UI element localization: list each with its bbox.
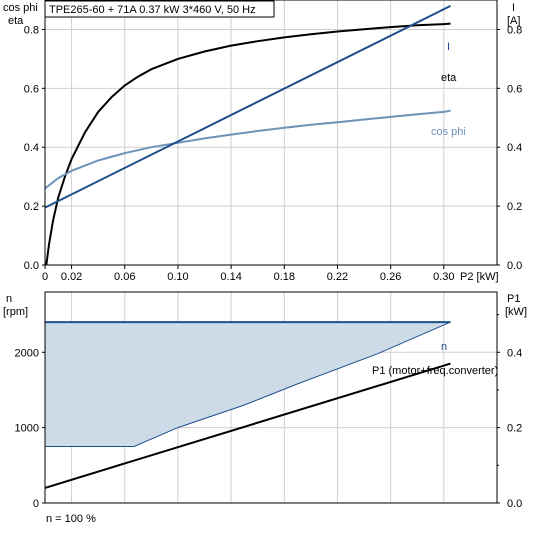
top-left-y-tick-label: 0.2 xyxy=(24,201,39,213)
x-tick-label: 0.18 xyxy=(274,271,295,283)
series-line-cos-phi xyxy=(44,109,451,190)
top-right-axis-label-line1: I xyxy=(512,2,515,14)
series-line-n-min xyxy=(45,321,451,447)
series-lines xyxy=(44,5,451,489)
axis-ticks: 0 0.02 0.06 0.10 0.14 0.18 0.22 0.26 0.300.0 0.00… xyxy=(15,24,523,510)
title-box xyxy=(44,0,275,18)
bottom-right-axis-label-line1: P1 xyxy=(507,293,520,305)
bottom-right-y-tick-label: 0.2 xyxy=(507,423,522,435)
x-tick-label: 0.02 xyxy=(61,271,82,283)
bottom-left-axis-label-line2: [rpm] xyxy=(3,306,28,318)
top-right-axis-label-line2: [A] xyxy=(507,15,520,27)
series-label-current: I xyxy=(447,41,450,53)
x-tick-label: 0.06 xyxy=(114,271,135,283)
series-label-speed: n xyxy=(441,341,447,353)
series-line-eta xyxy=(45,22,451,266)
bottom-right-y-tick-label: 0.4 xyxy=(507,347,522,359)
x-tick-label: 0.10 xyxy=(167,271,188,283)
top-left-axis-label-line2: eta xyxy=(8,15,24,27)
x-axis-label: P2 [kW] xyxy=(460,271,499,283)
series-label-eta: eta xyxy=(441,72,457,84)
top-right-y-tick-label: 0.6 xyxy=(507,83,522,95)
top-left-y-tick-label: 0.0 xyxy=(24,260,39,272)
x-tick-label: 0.26 xyxy=(380,271,401,283)
bottom-chart-area xyxy=(45,322,451,447)
bottom-right-y-tick-label: 0.0 xyxy=(507,498,522,510)
bottom-left-y-tick-label: 2000 xyxy=(15,347,39,359)
speed-note: n = 100 % xyxy=(46,513,96,525)
x-tick-label: 0.14 xyxy=(220,271,241,283)
top-right-y-tick-label: 0.2 xyxy=(507,201,522,213)
series-label-power-input: P1 (motor+freq.converter) xyxy=(372,365,498,377)
x-tick-label: 0.22 xyxy=(327,271,348,283)
chart-title: TPE265-60 + 71A 0.37 kW 3*460 V, 50 Hz xyxy=(49,4,256,16)
plot-frames xyxy=(44,0,498,504)
top-left-y-tick-label: 0.8 xyxy=(24,24,39,36)
series-line-p1 xyxy=(44,362,451,489)
bottom-left-axis-label-line1: n xyxy=(6,293,12,305)
top-left-y-tick-label: 0.6 xyxy=(24,83,39,95)
bottom-plot-frame xyxy=(44,291,498,504)
top-left-y-tick-label: 0.4 xyxy=(24,142,39,154)
bottom-left-y-tick-label: 1000 xyxy=(15,423,39,435)
series-line-I xyxy=(44,5,451,209)
operating-range-area xyxy=(45,322,451,447)
top-left-axis-label-line1: cos phi xyxy=(3,2,38,14)
top-plot-frame xyxy=(44,0,498,266)
series-label-cos-phi: cos phi xyxy=(431,126,466,138)
bottom-left-y-tick-label: 0 xyxy=(33,498,39,510)
x-tick-label: 0.30 xyxy=(433,271,454,283)
top-right-y-tick-label: 0.0 xyxy=(507,260,522,272)
x-tick-label: 0 xyxy=(42,271,48,283)
top-right-y-tick-label: 0.8 xyxy=(507,24,522,36)
bottom-right-axis-label-line2: [kW] xyxy=(505,306,527,318)
top-right-y-tick-label: 0.4 xyxy=(507,142,522,154)
